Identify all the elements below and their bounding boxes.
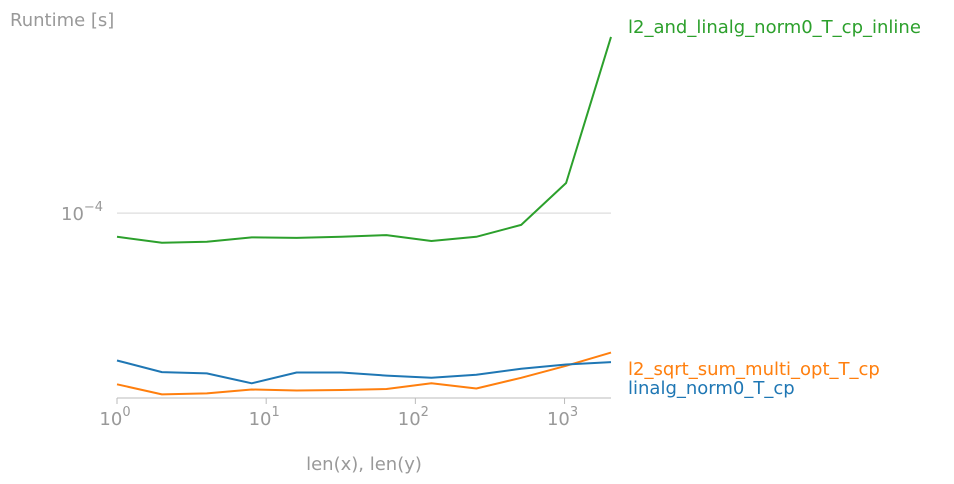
x-tick-label-2: 102 [398, 405, 429, 430]
x-tick-label-3: 103 [547, 405, 578, 430]
x-tick-label-0: 100 [99, 405, 130, 430]
x-tick-label-1: 101 [249, 405, 280, 430]
x-axis-label: len(x), len(y) [306, 454, 422, 475]
series-group [116, 36, 612, 396]
y-axis-ticks: 10−4 [61, 200, 103, 225]
series-label-l2_and_linalg_norm0_T_cp_inline: l2_and_linalg_norm0_T_cp_inline [628, 17, 921, 38]
series-line-l2_and_linalg_norm0_T_cp_inline [116, 36, 612, 244]
series-label-l2_sqrt_sum_multi_opt_T_cp: l2_sqrt_sum_multi_opt_T_cp [628, 359, 880, 380]
series-labels: l2_and_linalg_norm0_T_cp_inline l2_sqrt_s… [628, 17, 921, 399]
series-line-linalg_norm0_T_cp [116, 359, 612, 385]
x-axis: 100 101 102 103 [99, 397, 611, 430]
series-line-l2_sqrt_sum_multi_opt_T_cp [116, 351, 612, 396]
y-tick-label-0: 10−4 [61, 200, 103, 225]
series-label-linalg_norm0_T_cp: linalg_norm0_T_cp [628, 378, 795, 399]
y-axis-label: Runtime [s] [10, 10, 114, 31]
